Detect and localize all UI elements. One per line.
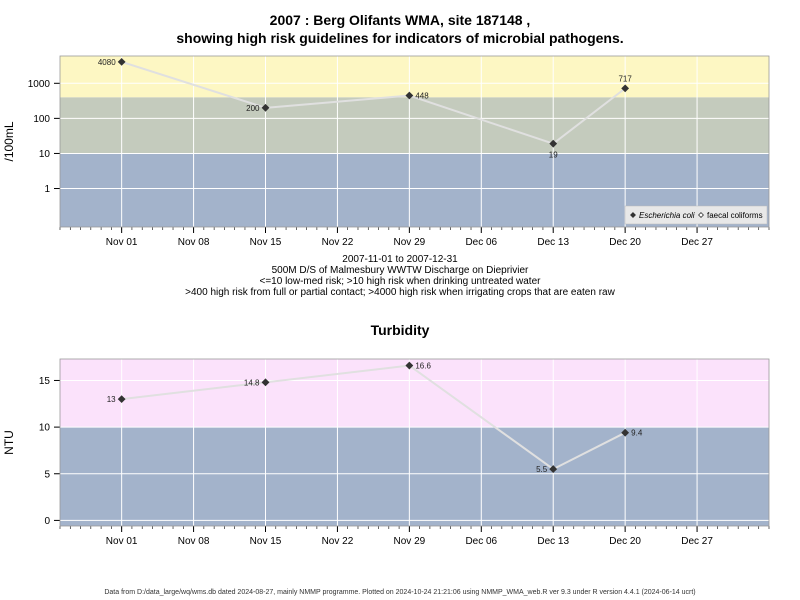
- y-axis-label: NTU: [2, 430, 16, 455]
- data-point: [405, 91, 414, 100]
- y-tick-label: 1: [44, 184, 50, 195]
- data-point: [117, 395, 126, 404]
- risk-band-1: [60, 97, 769, 154]
- data-point: [405, 361, 414, 370]
- x-tick-label: Dec 13: [537, 237, 569, 248]
- data-source-footer: Data from D:/data_large/wq/wms.db dated …: [104, 589, 696, 596]
- x-tick-label: Nov 15: [250, 536, 282, 547]
- legend-label: faecal coliforms: [707, 211, 763, 220]
- risk-band-0: [60, 427, 769, 526]
- drinking-risk-caption: <=10 low-med risk; >10 high risk when dr…: [259, 276, 541, 287]
- legend-marker: [698, 212, 704, 218]
- x-tick-label: Dec 20: [609, 237, 641, 248]
- data-point: [549, 465, 558, 473]
- data-label: 16.6: [415, 362, 431, 371]
- x-tick-label: Nov 15: [250, 237, 282, 248]
- data-label: 4080: [98, 58, 116, 67]
- y-tick-label: 10: [39, 149, 51, 160]
- data-label: 200: [246, 104, 260, 113]
- x-tick-label: Dec 27: [681, 237, 713, 248]
- y-tick-label: 100: [33, 114, 50, 125]
- site-caption: 500M D/S of Malmesbury WWTW Discharge on…: [271, 265, 529, 276]
- legend-box: [624, 205, 768, 225]
- legend-marker: [630, 212, 636, 218]
- data-point: [621, 84, 630, 93]
- plot-frame: [59, 55, 770, 228]
- y-tick-label: 10: [39, 423, 51, 434]
- data-point: [549, 139, 558, 148]
- turbidity-title: Turbidity: [370, 322, 430, 338]
- data-label: 14.8: [244, 378, 260, 387]
- data-label: 19: [549, 151, 558, 160]
- x-tick-label: Nov 08: [178, 237, 210, 248]
- data-point: [621, 428, 630, 437]
- data-label: 448: [415, 92, 429, 101]
- data-label: 13: [107, 395, 116, 404]
- x-tick-label: Dec 06: [465, 237, 497, 248]
- x-tick-label: Dec 20: [609, 536, 641, 547]
- y-axis-label: /100mL: [2, 121, 16, 161]
- x-tick-label: Nov 08: [178, 536, 210, 547]
- y-tick-label: 0: [44, 516, 50, 527]
- plot-frame: [59, 358, 770, 527]
- turbidity-chart: Nov 01 Nov 08 Nov 15 Nov 22 Nov 29 Dec 06 Dec …: [2, 358, 770, 547]
- contact-risk-caption: >400 high risk from full or partial cont…: [185, 287, 615, 298]
- x-tick-label: Nov 01: [106, 536, 138, 547]
- chart-title-line2: showing high risk guidelines for indicat…: [176, 30, 624, 46]
- y-tick-label: 1000: [28, 79, 51, 90]
- x-tick-label: Dec 27: [681, 536, 713, 547]
- x-tick-label: Nov 29: [394, 237, 426, 248]
- x-tick-label: Nov 01: [106, 237, 138, 248]
- date-range-caption: 2007-11-01 to 2007-12-31: [342, 254, 458, 265]
- x-tick-label: Nov 22: [322, 536, 354, 547]
- data-point: [261, 103, 270, 112]
- y-tick-label: 15: [39, 376, 51, 387]
- data-point: [261, 378, 270, 387]
- data-label: 717: [618, 74, 632, 83]
- x-tick-label: Dec 06: [465, 536, 497, 547]
- legend-label: Escherichia coli: [639, 211, 695, 220]
- x-tick-label: Nov 22: [322, 237, 354, 248]
- x-tick-label: Dec 13: [537, 536, 569, 547]
- data-point: [117, 57, 126, 66]
- chart-title-line1: 2007 : Berg Olifants WMA, site 187148 ,: [269, 12, 531, 28]
- ecoli-chart: Nov 01 Nov 08 Nov 15 Nov 22 Nov 29 Dec 06 Dec …: [2, 55, 770, 248]
- data-label: 5.5: [536, 465, 548, 474]
- risk-band-2: [60, 56, 769, 98]
- y-tick-label: 5: [44, 469, 50, 480]
- x-tick-label: Nov 29: [394, 536, 426, 547]
- data-label: 9.4: [631, 429, 643, 438]
